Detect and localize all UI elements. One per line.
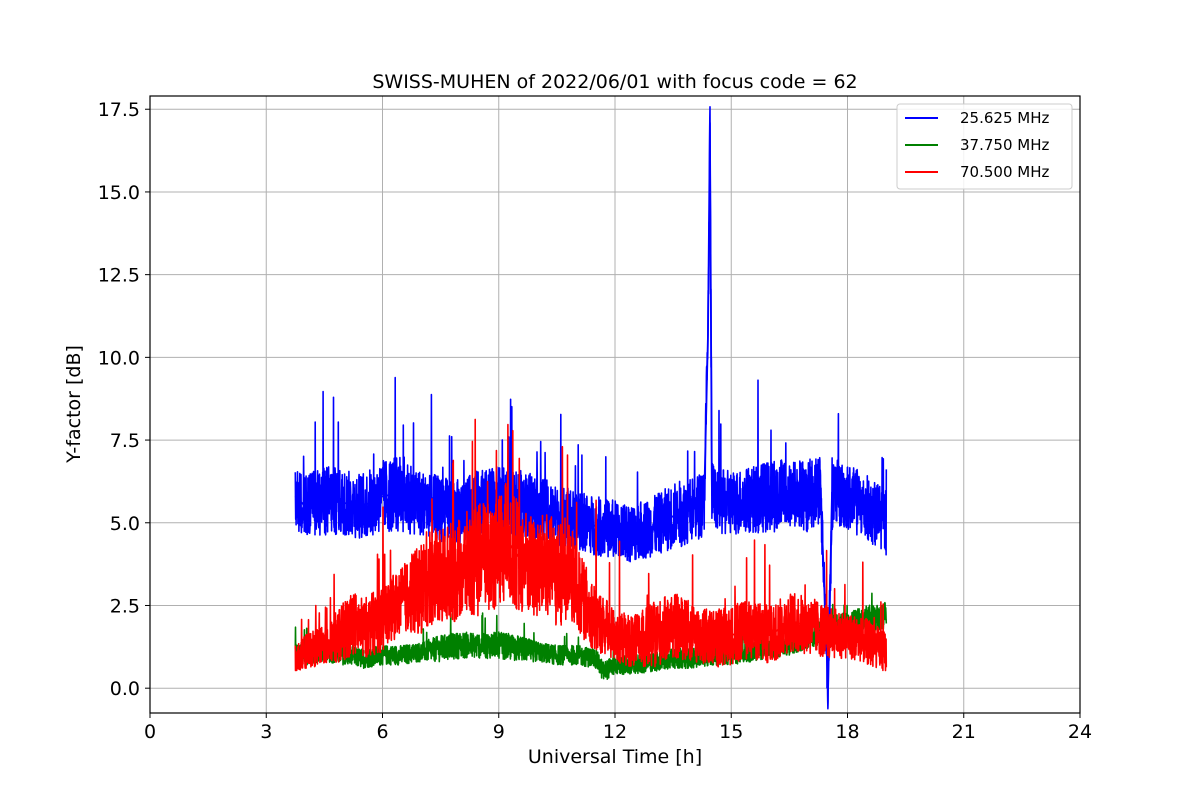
x-tick-label: 21 [952, 721, 976, 743]
legend-label: 37.750 MHz [960, 136, 1049, 154]
series-trend-line [294, 122, 887, 689]
chart-title: SWISS-MUHEN of 2022/06/01 with focus cod… [372, 71, 857, 93]
y-ticks: 0.0 2.5 5.0 7.5 10.0 12.5 15.0 17.5 [98, 99, 150, 700]
series-layer [294, 106, 888, 710]
x-tick-label: 18 [835, 721, 859, 743]
y-tick-label: 15.0 [98, 182, 140, 204]
y-tick-label: 17.5 [98, 99, 140, 121]
y-tick-label: 0.0 [110, 678, 140, 700]
legend-label: 70.500 MHz [960, 163, 1049, 181]
x-tick-label: 12 [603, 721, 627, 743]
y-tick-label: 7.5 [110, 430, 140, 452]
series-line [294, 592, 888, 680]
y-tick-label: 10.0 [98, 347, 140, 369]
y-axis-label: Y-factor [dB] [63, 345, 85, 464]
x-tick-label: 9 [493, 721, 505, 743]
y-tick-label: 12.5 [98, 265, 140, 287]
x-tick-label: 24 [1068, 721, 1092, 743]
y-tick-label: 5.0 [110, 513, 140, 535]
x-ticks: 0 3 6 9 12 15 18 21 24 [144, 713, 1092, 743]
x-tick-label: 6 [376, 721, 388, 743]
x-tick-label: 15 [719, 721, 743, 743]
legend: 25.625 MHz 37.750 MHz 70.500 MHz [896, 103, 1073, 190]
series-line [294, 106, 888, 710]
legend-label: 25.625 MHz [960, 109, 1049, 127]
legend-box [896, 103, 1073, 190]
x-tick-label: 0 [144, 721, 156, 743]
series-line [294, 418, 888, 672]
x-axis-label: Universal Time [h] [528, 746, 702, 768]
x-tick-label: 3 [260, 721, 272, 743]
y-tick-label: 2.5 [110, 595, 140, 617]
series-trend-line [294, 537, 887, 660]
